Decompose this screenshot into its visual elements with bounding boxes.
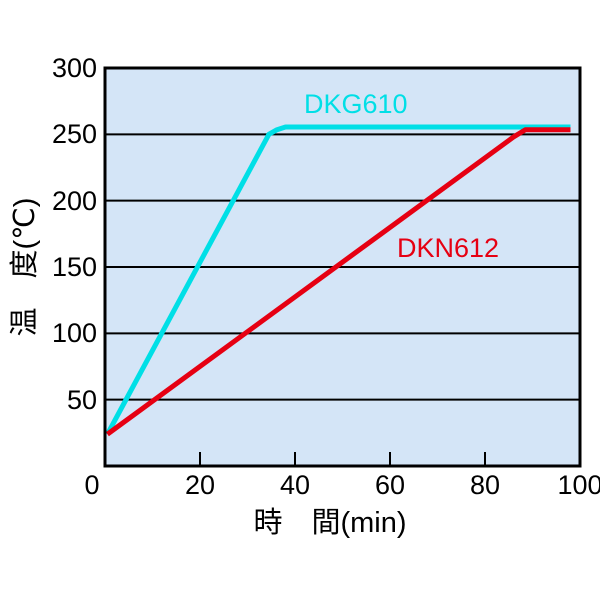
x-tick-label-80: 80: [469, 470, 501, 500]
y-tick-label-200: 200: [51, 186, 97, 216]
y-tick-label-150: 150: [51, 252, 97, 282]
x-tick-label-20: 20: [184, 470, 216, 500]
x-tick-label-0: 0: [84, 470, 100, 500]
x-tick-label-40: 40: [279, 470, 311, 500]
plot-frame: [103, 66, 582, 468]
y-tick-label-300: 300: [51, 53, 97, 83]
y-tick-label-250: 250: [51, 119, 97, 149]
x-axis-title: 時 間(min): [253, 507, 407, 539]
y-tick-label-100: 100: [51, 318, 97, 348]
series-line-dkn612: [105, 127, 571, 437]
y-tick-label-50: 50: [66, 385, 97, 415]
x-tick-label-100: 100: [557, 470, 600, 500]
series-label-dkg610: DKG610: [304, 89, 408, 119]
x-tick-label-60: 60: [374, 470, 406, 500]
series-line-dkg610: [105, 124, 571, 436]
series-label-dkn612: DKN612: [397, 233, 500, 263]
